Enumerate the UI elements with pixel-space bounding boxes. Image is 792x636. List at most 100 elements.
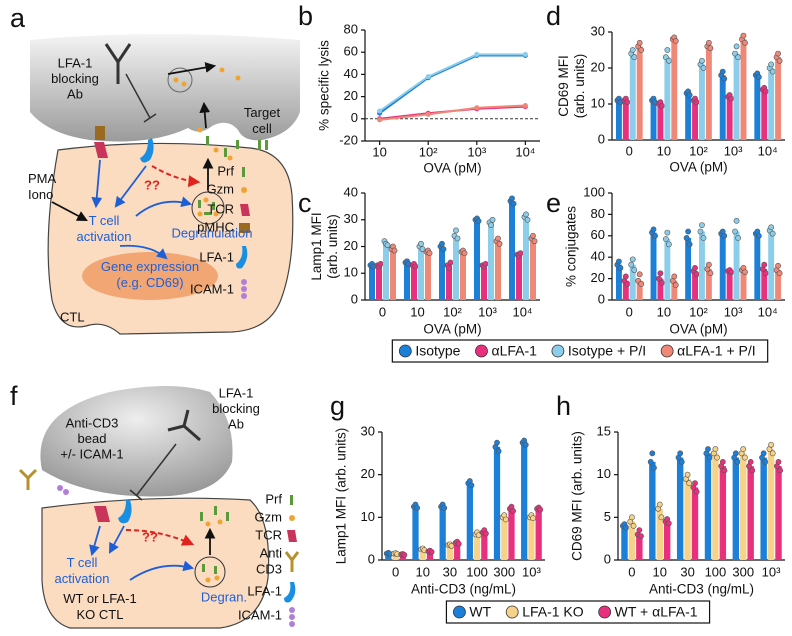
data-point bbox=[446, 264, 452, 271]
data-point bbox=[686, 92, 693, 98]
data-point bbox=[769, 230, 776, 237]
data-point bbox=[712, 446, 719, 452]
arrow bbox=[199, 101, 211, 129]
y-axis-label: CD69 MFI (arb. units) bbox=[570, 431, 585, 561]
data-point bbox=[672, 38, 679, 44]
y-tick-label: 0 bbox=[598, 131, 605, 146]
data-point bbox=[629, 47, 636, 53]
bar bbox=[719, 75, 726, 140]
bar bbox=[501, 517, 508, 560]
data-point bbox=[721, 75, 728, 82]
arrow bbox=[119, 244, 168, 260]
key-label: Prf bbox=[265, 491, 282, 506]
data-point bbox=[419, 246, 426, 253]
data-point bbox=[734, 458, 741, 465]
bar bbox=[768, 68, 775, 140]
activation-label-line: activation bbox=[77, 229, 132, 244]
data-point bbox=[418, 240, 424, 247]
activation-label: T cell activation bbox=[77, 214, 132, 245]
x-axis-label: Anti-CD3 (ng/mL) bbox=[649, 582, 754, 597]
granule bbox=[194, 556, 226, 588]
unknown-label: ?? bbox=[142, 529, 158, 544]
activation-label-line: T cell bbox=[89, 214, 120, 229]
bar bbox=[657, 278, 664, 300]
data-point bbox=[768, 441, 774, 448]
y-axis-label: % specific lysis bbox=[317, 40, 332, 131]
bar bbox=[699, 231, 705, 300]
key-label: Anti bbox=[260, 545, 283, 560]
legend-label: Isotype + P/I bbox=[568, 343, 646, 359]
key-label: Gzm bbox=[255, 509, 282, 524]
bar bbox=[392, 553, 399, 560]
legend-label: αLFA-1 bbox=[491, 343, 537, 359]
x-tick-label: 10³ bbox=[522, 564, 541, 579]
x-tick-label: 10² bbox=[689, 304, 708, 319]
y-tick-label: 40 bbox=[344, 184, 358, 199]
data-point bbox=[705, 39, 712, 46]
key-label: Prf bbox=[217, 163, 234, 178]
y-tick-label: 60 bbox=[344, 44, 358, 59]
x-axis-label: OVA (pM) bbox=[669, 160, 727, 175]
data-point bbox=[665, 57, 672, 64]
unknown-label: ?? bbox=[144, 177, 160, 192]
data-point bbox=[617, 264, 624, 271]
bar bbox=[732, 457, 740, 560]
pma-label-line: Iono bbox=[28, 187, 53, 202]
data-point bbox=[651, 464, 657, 471]
bar bbox=[761, 268, 768, 300]
data-point bbox=[742, 269, 748, 276]
data-point bbox=[733, 43, 740, 50]
data-point bbox=[483, 530, 489, 537]
bar bbox=[412, 506, 419, 560]
bead-label-line: Anti-CD3 bbox=[66, 416, 119, 431]
bar bbox=[523, 217, 529, 300]
data-point bbox=[377, 260, 384, 267]
data-point bbox=[775, 262, 781, 269]
x-tick-label: 10³ bbox=[724, 143, 743, 158]
data-point bbox=[650, 226, 657, 233]
data-point bbox=[455, 540, 462, 547]
antibody bbox=[104, 43, 132, 84]
x-axis-label: Anti-CD3 (ng/mL) bbox=[411, 582, 516, 597]
bar bbox=[453, 235, 459, 300]
bar bbox=[768, 230, 775, 300]
panel-label: h bbox=[556, 391, 571, 421]
granule bbox=[191, 191, 225, 225]
data-point bbox=[664, 47, 671, 53]
bar bbox=[754, 75, 761, 140]
data-point bbox=[659, 279, 665, 286]
point bbox=[522, 102, 528, 108]
data-point bbox=[769, 450, 776, 457]
x-tick-label: 10 bbox=[657, 304, 671, 319]
bar bbox=[649, 461, 656, 560]
y-tick-label: 20 bbox=[344, 238, 358, 253]
legend: Isotype αLFA-1 Isotype + P/I αLFA-1 + P/I bbox=[391, 339, 769, 363]
activation-label: T cell activation bbox=[55, 556, 110, 587]
legend-marker bbox=[475, 344, 488, 358]
data-point bbox=[495, 235, 501, 242]
bar bbox=[636, 534, 643, 560]
antibody bbox=[167, 409, 201, 442]
data-point bbox=[714, 454, 720, 461]
y-tick-label: 80 bbox=[344, 21, 358, 36]
y-axis-label-line: CD69 MFI bbox=[555, 55, 570, 117]
y-tick-label: 100 bbox=[583, 184, 605, 199]
data-point bbox=[657, 270, 664, 277]
bar bbox=[446, 265, 452, 300]
cell-label-line: WT or LFA-1 bbox=[63, 592, 136, 607]
data-point bbox=[461, 250, 468, 257]
bar bbox=[615, 264, 622, 300]
panel-label: e bbox=[546, 188, 561, 218]
bar bbox=[733, 231, 740, 300]
target-cell bbox=[30, 34, 300, 142]
activation-label-line: T cell bbox=[67, 556, 98, 571]
data-point bbox=[721, 467, 728, 474]
bar bbox=[404, 262, 410, 300]
legend-box bbox=[445, 600, 711, 624]
x-tick-label: 300 bbox=[493, 564, 515, 579]
x-axis-label: OVA (pM) bbox=[423, 161, 481, 176]
y-tick-label: 10 bbox=[361, 509, 375, 524]
bar bbox=[692, 100, 698, 140]
lfa-1 bbox=[140, 138, 154, 163]
data-point bbox=[447, 259, 454, 266]
